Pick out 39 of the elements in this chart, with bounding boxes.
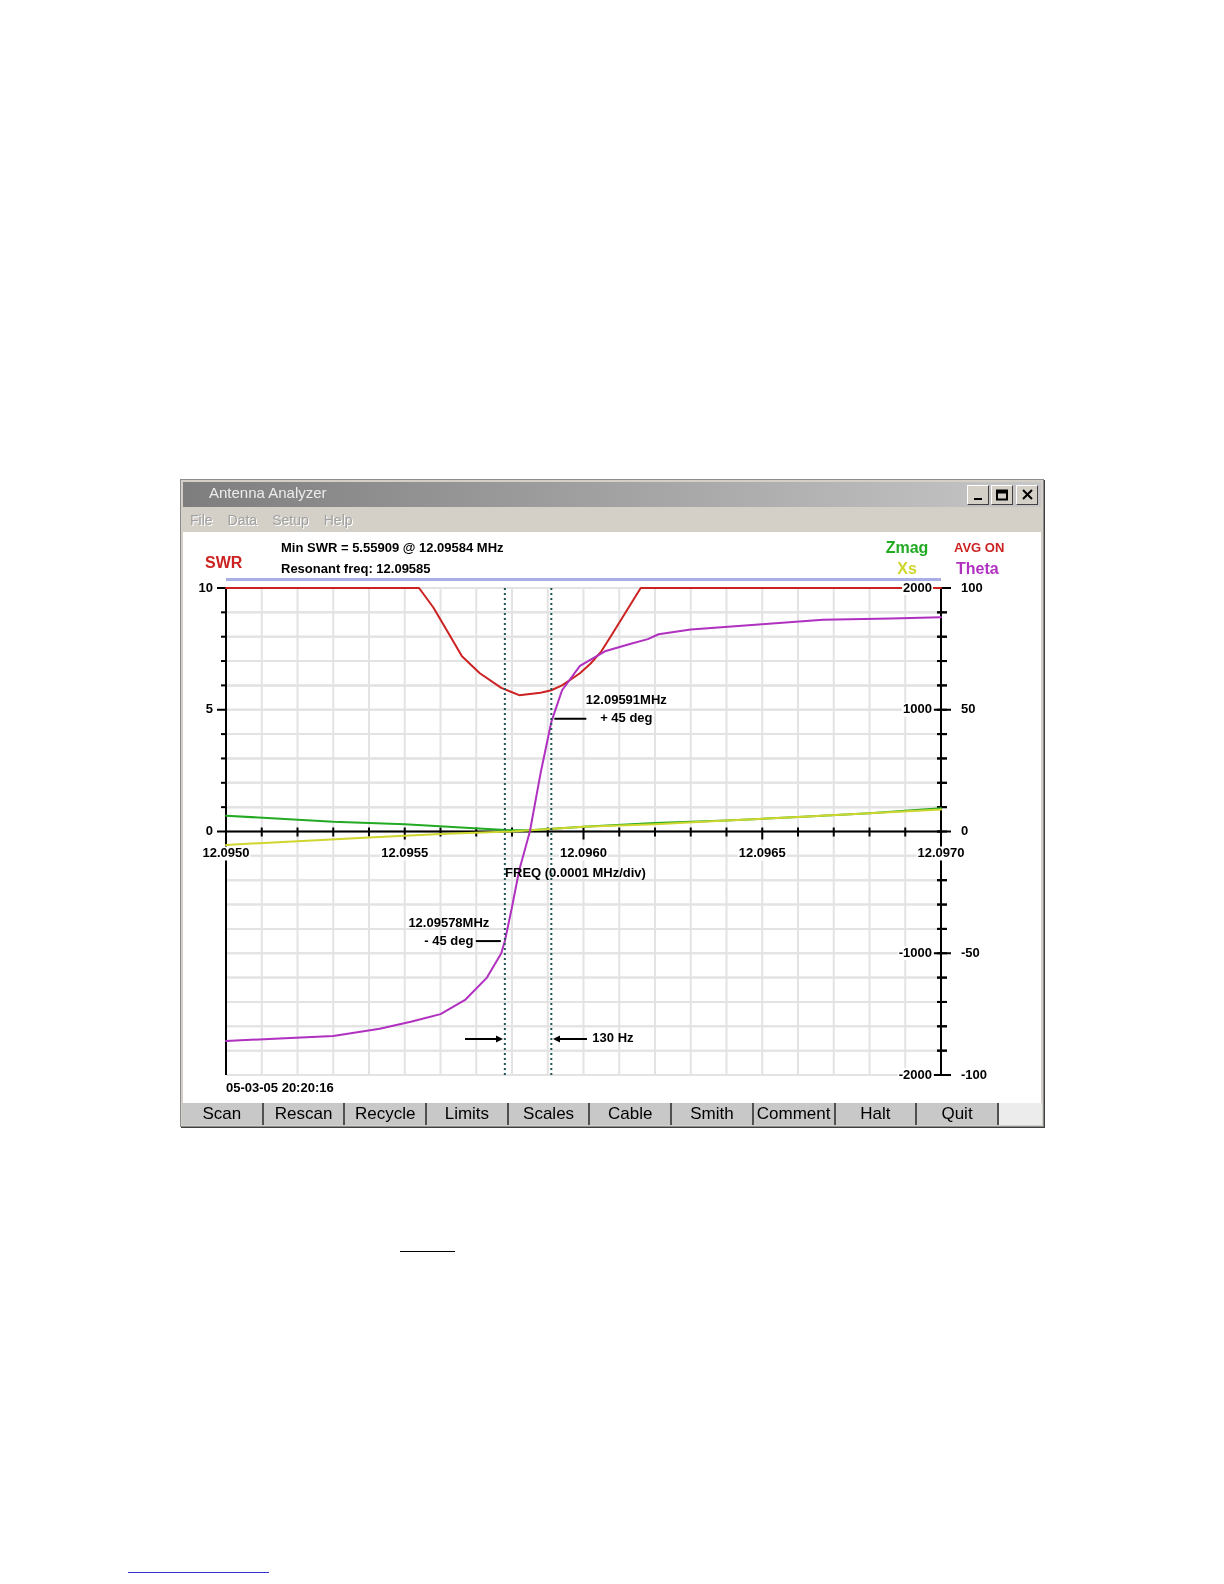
- x-tick-label: 12.0965: [738, 844, 786, 860]
- text: Zmag: [885, 539, 929, 557]
- text: Limits: [444, 1104, 490, 1124]
- text: Xs: [897, 560, 917, 578]
- y2-tick-label: 1000: [903, 701, 932, 717]
- x-tick-label: 12.0950: [202, 844, 250, 860]
- y-tick-label: 0: [205, 823, 213, 839]
- y3-tick-label: -50: [961, 944, 980, 960]
- annotation: 130 Hz: [592, 1029, 635, 1045]
- y2-tick-label: -1000: [898, 944, 932, 960]
- series-label: SWR: [205, 554, 243, 572]
- text: Cable: [608, 1104, 653, 1124]
- x-tick-label: 12.0970: [917, 844, 965, 860]
- text: Quit: [941, 1104, 973, 1124]
- text: Resonant freq: 12.09585: [281, 560, 431, 576]
- text: Scan: [202, 1104, 242, 1124]
- chart-title: Antenna Analyzer: [209, 484, 327, 503]
- y-tick-label: 5: [205, 701, 213, 717]
- y3-tick-label: 50: [961, 701, 976, 717]
- text: Rescan: [274, 1104, 333, 1124]
- y-tick-label: 10: [198, 579, 213, 595]
- text: Min SWR = 5.55909 @ 12.09584 MHz: [281, 539, 505, 555]
- text: Halt: [860, 1104, 891, 1124]
- text: AVG ON: [954, 539, 1005, 555]
- y2-tick-label: -2000: [898, 1066, 932, 1082]
- x-tick-label: 12.0960: [560, 844, 607, 860]
- text: Smith: [690, 1104, 734, 1124]
- y3-tick-label: 0: [961, 823, 969, 839]
- y2-tick-label: 2000: [903, 579, 932, 595]
- text: Scales: [523, 1104, 575, 1124]
- text: Comment: [756, 1104, 831, 1124]
- text: Theta: [956, 560, 999, 578]
- ref-line-label: 12.09578MHz - 45 deg: [408, 914, 490, 948]
- text: Recycle: [354, 1104, 416, 1124]
- ref-line-label: 12.09591MHz + 45 deg: [585, 692, 668, 726]
- text: 05-03-05 20:20:16: [226, 1079, 334, 1095]
- y3-tick-label: -100: [961, 1066, 988, 1082]
- y3-tick-label: 100: [961, 579, 983, 595]
- x-tick-label: 12.0955: [381, 844, 429, 860]
